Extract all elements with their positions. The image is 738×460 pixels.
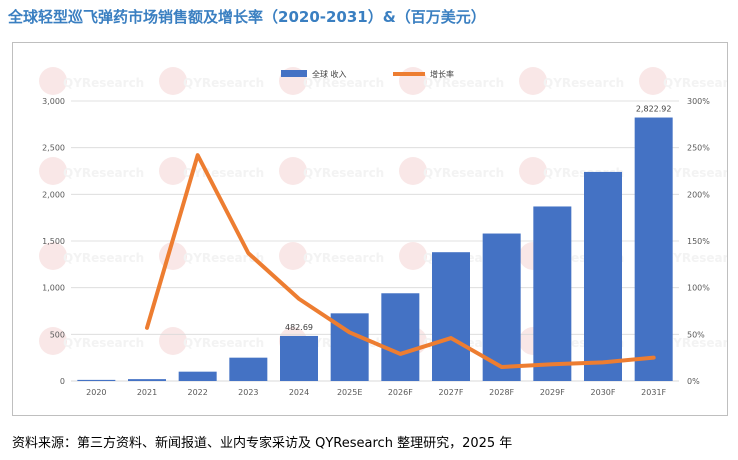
data-label: 2,822.92 xyxy=(636,105,672,114)
y-left-tick-label: 1,500 xyxy=(42,237,65,246)
bar xyxy=(584,171,622,381)
watermark-logo: QYResearch xyxy=(39,157,144,185)
watermark-text: QYResearch xyxy=(183,336,264,350)
watermark-text: QYResearch xyxy=(663,336,727,350)
x-tick-label: 2021 xyxy=(137,388,157,397)
x-tick-label: 2029F xyxy=(540,388,565,397)
watermark-circle xyxy=(159,157,187,185)
watermark-text: QYResearch xyxy=(303,251,384,265)
x-tick-label: 2026F xyxy=(388,388,413,397)
x-tick-label: 2030F xyxy=(591,388,616,397)
watermark-logo: QYResearch xyxy=(39,327,144,355)
y-right-tick-label: 250% xyxy=(687,144,710,153)
watermark-text: QYResearch xyxy=(663,166,727,180)
watermark-text: QYResearch xyxy=(63,76,144,90)
watermark-text: QYResearch xyxy=(303,166,384,180)
data-label: 482.69 xyxy=(285,323,313,332)
bar xyxy=(280,335,318,381)
watermark-circle xyxy=(279,157,307,185)
y-left-tick-label: 0 xyxy=(60,377,65,386)
data-labels: 482.69 2,822.92 xyxy=(285,105,671,332)
y-left-tick-label: 2,000 xyxy=(42,190,65,199)
bar-series xyxy=(77,117,673,381)
watermark-circle xyxy=(399,157,427,185)
x-tick-label: 2028F xyxy=(489,388,514,397)
y-right-tick-label: 150% xyxy=(687,237,710,246)
watermark-logo: QYResearch xyxy=(519,67,624,95)
watermark-logo: QYResearch xyxy=(279,157,384,185)
line-series xyxy=(145,153,656,369)
watermark-circle xyxy=(39,327,67,355)
bar xyxy=(229,357,268,381)
watermark-text: QYResearch xyxy=(543,76,624,90)
watermark-text: QYResearch xyxy=(63,166,144,180)
y-left-tick-label: 2,500 xyxy=(42,144,65,153)
y-right-tick-label: 300% xyxy=(687,97,710,106)
bar xyxy=(128,379,166,381)
bar xyxy=(482,233,521,381)
watermark-logo: QYResearch xyxy=(159,242,264,270)
x-tick-label: 2025E xyxy=(337,388,362,397)
watermark-text: QYResearch xyxy=(63,251,144,265)
legend: 全球 收入 增长率 xyxy=(281,69,454,79)
watermark-circle xyxy=(639,67,667,95)
x-tick-label: 2020 xyxy=(86,388,106,397)
watermark-text: QYResearch xyxy=(423,76,504,90)
watermark-circle xyxy=(39,67,67,95)
watermark-logo: QYResearch xyxy=(279,242,384,270)
bar xyxy=(432,252,470,381)
x-tick-label: 2027F xyxy=(439,388,464,397)
y-left-tick-label: 500 xyxy=(50,330,65,339)
y-right-tick-label: 0% xyxy=(687,377,700,386)
watermark-circle xyxy=(39,242,67,270)
bar xyxy=(178,371,217,381)
watermark-text: QYResearch xyxy=(663,251,727,265)
bar xyxy=(381,293,420,381)
y-left-tick-label: 1,000 xyxy=(42,284,65,293)
watermark-text: QYResearch xyxy=(303,76,384,90)
watermark-circle xyxy=(519,67,547,95)
watermark-circle xyxy=(39,157,67,185)
combo-chart: QYResearch QYResearch QYResearch QYResearch… xyxy=(39,67,738,397)
legend-swatch-bar xyxy=(281,70,307,77)
watermark-text: QYResearch xyxy=(423,166,504,180)
watermark-text: QYResearch xyxy=(183,251,264,265)
watermark-circle xyxy=(399,242,427,270)
x-tick-label: 2031F xyxy=(641,388,666,397)
page-title: 全球轻型巡飞弹药市场销售额及增长率（2020-2031）&（百万美元） xyxy=(8,8,486,26)
watermark-text: QYResearch xyxy=(663,76,727,90)
watermark-logo: QYResearch xyxy=(639,67,738,95)
watermark-logo: QYResearch xyxy=(39,67,144,95)
y-right-tick-label: 200% xyxy=(687,190,710,199)
source-note: 资料来源：第三方资料、新闻报道、业内专家采访及 QYResearch 整理研究，… xyxy=(12,436,513,451)
legend-label-line: 增长率 xyxy=(430,69,454,79)
watermark-text: QYResearch xyxy=(63,336,144,350)
x-tick-label: 2022 xyxy=(187,388,207,397)
watermark-circle xyxy=(519,157,547,185)
legend-label-bar: 全球 收入 xyxy=(312,69,347,79)
watermark-logo: QYResearch xyxy=(159,327,264,355)
x-tick-label: 2024 xyxy=(289,388,309,397)
y-right-tick-label: 100% xyxy=(687,284,710,293)
watermark-text: QYResearch xyxy=(183,76,264,90)
axes: 0 500 1,000 1,500 2,000 2,500 3,000 0% 50% 100% 15… xyxy=(42,97,710,397)
bar xyxy=(634,117,673,381)
y-left-tick-label: 3,000 xyxy=(42,97,65,106)
y-right-tick-label: 50% xyxy=(687,330,705,339)
bar xyxy=(533,206,572,381)
watermark-circle xyxy=(279,242,307,270)
watermark-logo: QYResearch xyxy=(399,157,504,185)
bar xyxy=(77,379,116,381)
chart-frame: QYResearch QYResearch QYResearch QYResearch… xyxy=(12,42,738,416)
x-tick-label: 2023 xyxy=(238,388,258,397)
watermark-circle xyxy=(159,67,187,95)
watermark-logo: QYResearch xyxy=(159,67,264,95)
watermark-logo: QYResearch xyxy=(39,242,144,270)
